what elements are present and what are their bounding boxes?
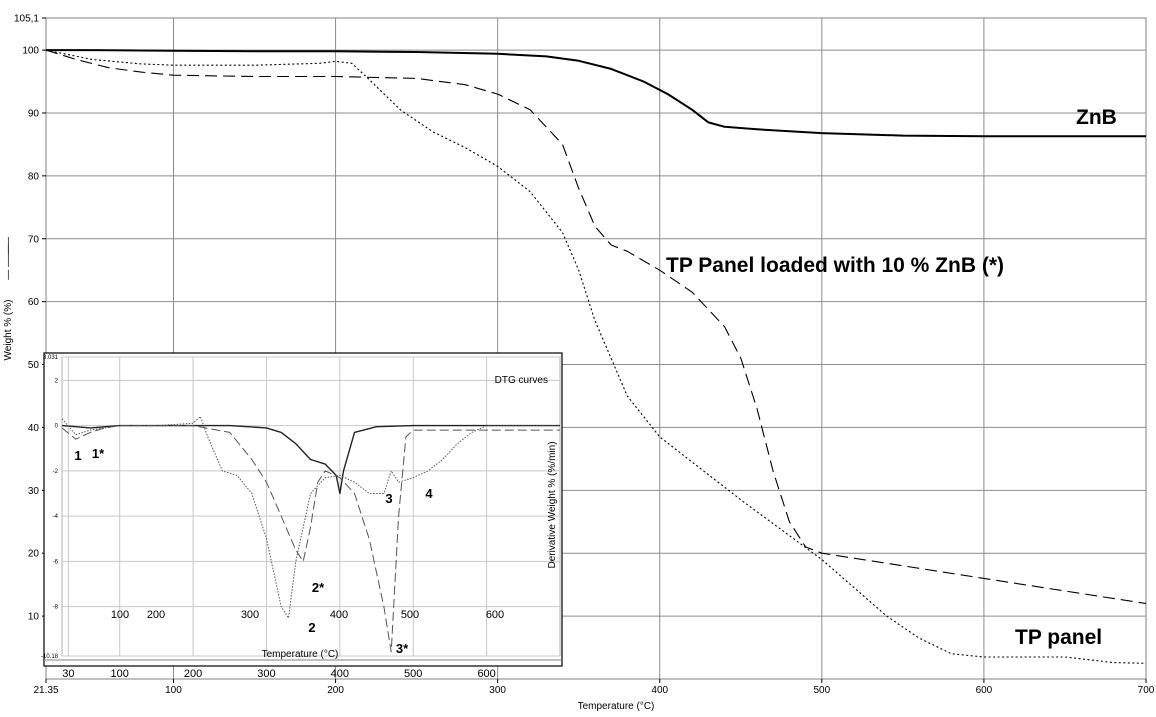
inset-y-tick-label: -6	[53, 559, 59, 565]
y-tick-label: 100	[22, 46, 39, 57]
inset-x-axis-title: Temperature (°C)	[262, 649, 339, 660]
inset-title: DTG curves	[495, 375, 548, 386]
y-axis-title: Weight % (%)	[3, 300, 14, 361]
x-tick-label: 700	[1138, 685, 1155, 696]
inset-y-tick-label: -4	[53, 514, 59, 520]
y-tick-label: 70	[28, 234, 40, 245]
inset-y-tick-label: -10.18	[41, 654, 59, 660]
inset-series-line-dotted	[61, 416, 560, 619]
y-tick-label: 10	[28, 612, 40, 623]
inset-overlay-tick: 400	[330, 609, 348, 621]
inset-x-tick-label: 500	[404, 668, 422, 680]
x-tick-label: 21.35	[33, 685, 58, 696]
inset-x-tick-label: 400	[331, 668, 349, 680]
y-tick-label: 80	[28, 171, 40, 182]
inset-y-tick-label: -8	[53, 605, 59, 611]
y-tick-label: 105,1	[14, 14, 39, 25]
inset-peak-label: 2	[308, 620, 315, 635]
inset-overlay-tick: 600	[486, 609, 504, 621]
y-tick-label: 20	[28, 549, 40, 560]
inset-x-tick-label: 30	[62, 668, 74, 680]
x-tick-label: 600	[976, 685, 993, 696]
y-legend-solid: ——	[3, 237, 14, 257]
label-tp-loaded: TP Panel loaded with 10 % ZnB (*)	[666, 254, 1004, 277]
inset-x-tick-label: 300	[257, 668, 275, 680]
y-tick-label: 30	[28, 486, 40, 497]
inset-peak-label: 4	[425, 486, 433, 501]
inset-peak-label: 1*	[92, 446, 105, 461]
y-tick-label: 50	[28, 360, 40, 371]
y-tick-label: 90	[28, 108, 40, 119]
inset-x-tick-label: 200	[184, 668, 202, 680]
inset-peak-label: 3*	[396, 641, 409, 656]
inset-overlay-tick: 100	[111, 609, 129, 621]
inset-peak-label: 3	[385, 491, 392, 506]
label-znb: ZnB	[1076, 106, 1117, 129]
y-tick-label: 60	[28, 297, 40, 308]
inset-x-tick-label: 600	[477, 668, 495, 680]
inset-y-axis-title: Derivative Weight % (%/min)	[547, 441, 558, 568]
inset-y-tick-label: 0	[55, 424, 59, 430]
inset-peak-label: 1	[74, 448, 81, 463]
inset-overlay-tick: 200	[147, 609, 165, 621]
x-tick-label: 500	[813, 685, 830, 696]
y-legend-dashed: — — —	[3, 244, 14, 280]
x-tick-label: 300	[489, 685, 506, 696]
y-tick-label: 40	[28, 423, 40, 434]
inset-peak-label: 2*	[312, 580, 325, 595]
x-tick-label: 200	[327, 685, 344, 696]
series-line-solid	[46, 49, 1146, 138]
x-tick-label: 100	[165, 685, 182, 696]
x-tick-label: 400	[651, 685, 668, 696]
inset-x-tick-label: 100	[111, 668, 129, 680]
inset-series-line-dashed	[61, 425, 560, 653]
inset-y-tick-label: 3.031	[43, 355, 59, 361]
inset-overlay-tick: 500	[401, 609, 419, 621]
x-axis-title: Temperature (°C)	[578, 701, 655, 712]
inset-y-tick-label: 2	[55, 378, 59, 384]
inset-overlay-tick: 300	[241, 609, 259, 621]
inset-y-tick-label: -2	[53, 469, 59, 475]
series-line-dashed	[45, 49, 1147, 605]
label-tp-panel: TP panel	[1015, 626, 1102, 649]
